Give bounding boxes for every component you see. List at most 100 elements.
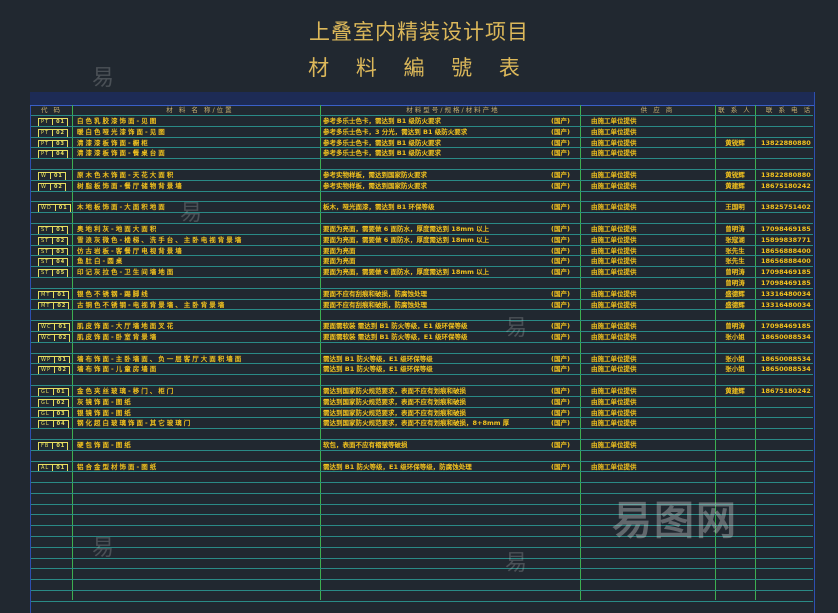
table-row: GL 03 银镜饰面-图纸 需达到国家防火规范要求，表面不应有划痕和破损 (国产) 由施工… [31,408,813,419]
material-origin: (国产) [551,224,570,233]
contact-person [716,148,754,158]
table-row: WC 01 肌皮饰面-大厅墙地面叉花 要面需软装 需达到 B1 防火等级，E1 级环保… [31,321,813,332]
material-origin: (国产) [551,181,570,190]
contact-person [716,397,754,407]
header-code: 代 码 [40,106,63,114]
code-number: 01 [52,226,66,233]
material-spec: 参考多乐士色卡，需达到 B1 级防火要求 [323,138,442,147]
material-origin: (国产) [551,246,570,255]
code-number: 03 [52,140,66,147]
code-prefix: GL [41,410,50,417]
contact-person: 王国明 [725,203,745,212]
contact-person: 张先生 [725,246,745,255]
material-spec: 需达到 B1 防火等级，E1 级环保等级 [323,365,433,374]
material-spec: 需达到 B1 防火等级，E1 级环保等级 [323,354,433,363]
material-code-badge: GL 04 [38,420,69,429]
code-cell: PT 04 [31,148,72,159]
contact-phone: 18656888400 [761,246,811,255]
code-number: 01 [53,356,67,363]
code-cell: MT 02 [31,300,72,310]
material-spec: 参考多乐士色卡，3 分光，需达到 B1 级防火要求 [323,127,468,136]
project-title: 上叠室内精装设计项目 [309,20,529,44]
material-name: 清漆漆板饰面-餐桌台面 [77,149,167,158]
contact-person: 黄建辉 [725,181,745,190]
code-number: 04 [52,151,66,158]
code-number: 04 [52,421,66,428]
material-name: 墙布饰面-儿童房墙面 [77,365,159,374]
supplier [581,278,724,288]
material-origin: (国产) [551,419,570,428]
material-name: 雪浪灰微色-楼梯、洗手台、主卧电视背景墙 [77,235,244,244]
empty-row [31,559,813,570]
column-divider [580,105,581,600]
material-name: 鱼肚白-圆桌 [77,257,125,266]
code-number: 03 [52,410,66,417]
material-spec: 参考实物样板，需达到国家防火要求 [323,170,427,179]
table-row: PT 02 暖白色哑光漆饰面-见图 参考多乐士色卡，3 分光，需达到 B1 级防火要求… [31,127,813,138]
material-name: 原木色木饰面-天花大面积 [77,170,176,179]
contact-phone: 17098469185 [761,268,811,277]
material-code-badge: GL 01 [38,387,69,396]
material-code-badge: WC 01 [38,323,71,331]
table-row: GL 02 灰镜饰面-图纸 需达到国家防火规范要求，表面不应有划痕和破损 (国产) 由施工… [31,397,813,408]
empty-row [31,429,813,440]
material-origin: (国产) [551,138,570,147]
material-origin: (国产) [551,354,570,363]
watermark: 易 [505,551,528,576]
material-code-badge: ST 02 [38,236,69,245]
material-spec: 要面为亮面 [323,257,356,266]
empty-row [31,526,813,538]
watermark-logo: 易图网 [612,498,738,544]
material-name: 银镜饰面-图纸 [77,408,133,417]
material-spec: 需达到国家防火规范要求，表面不应有划痕和破损 [323,408,466,417]
material-origin: (国产) [551,332,570,341]
code-cell: PT 01 [31,116,72,126]
material-spec: 要面不应有刮痕和破损，防腐蚀处理 [323,289,427,298]
code-number: 01 [52,119,66,125]
table-row: PT 01 白色乳胶漆饰面-见图 参考多乐士色卡，需达到 B1 级防火要求 (国产) 由施… [31,116,813,127]
code-cell: PT 02 [31,127,72,137]
contact-phone [757,408,817,418]
material-code-badge: WP 02 [38,366,70,375]
material-name: 硬包饰面-图纸 [77,440,133,449]
code-cell: GL 02 [31,397,72,407]
material-code-badge: MT 02 [38,301,70,310]
contact-person [716,440,754,450]
contact-person: 曾明涛 [725,268,745,277]
table-row: ST 02 雪浪灰微色-楼梯、洗手台、主卧电视背景墙 要面为亮面，需要做 6 面防水，… [31,235,813,246]
material-name: 树脂板饰面-餐厅储物背景墙 [77,181,184,190]
material-origin: (国产) [551,322,570,331]
code-number: 05 [52,270,66,277]
contact-phone: 17098469185 [761,278,811,287]
supplier: 由施工单位提供 [591,268,637,277]
code-cell: ST 03 [31,246,72,256]
code-cell: WP 01 [31,354,72,364]
material-name [73,278,323,288]
code-number: 02 [54,334,68,341]
table-row: PT 03 清漆漆板饰面-橱柜 参考多乐士色卡，需达到 B1 级防火要求 (国产) 由施工… [31,138,813,149]
code-prefix: ST [41,248,50,255]
material-spec: 需达到国家防火规范要求，表面不应有划痕和破损 [323,397,466,406]
code-number: 01 [54,324,68,331]
header-name: 材 料 名 称/位置 [166,106,234,114]
material-name: 古铜色不锈钢-电视背景墙、主卧背景墙 [77,300,227,309]
material-origin: (国产) [551,170,570,179]
material-code-badge: PT 02 [38,128,69,137]
table-row: ST 01 奥地利灰-地面大面积 要面为亮面，需要做 6 面防水，厚度需达到 18mm… [31,224,813,235]
code-prefix: ST [41,270,50,277]
code-number: 02 [49,183,63,190]
material-origin: (国产) [551,117,570,125]
material-origin: (国产) [551,257,570,266]
material-origin: (国产) [551,300,570,309]
table-top-band [30,92,814,106]
empty-row [31,483,813,494]
material-name: 白色乳胶漆饰面-见图 [77,117,159,125]
code-cell: W 02 [31,181,72,191]
code-cell: PT 03 [31,138,72,148]
code-number: 04 [52,259,66,266]
empty-row [31,505,813,516]
material-spec: 参考多乐士色卡，需达到 B1 级防火要求 [323,117,442,125]
code-cell: MT 01 [31,289,72,299]
code-cell: W 01 [31,170,72,180]
material-code-badge: W 02 [38,182,66,191]
